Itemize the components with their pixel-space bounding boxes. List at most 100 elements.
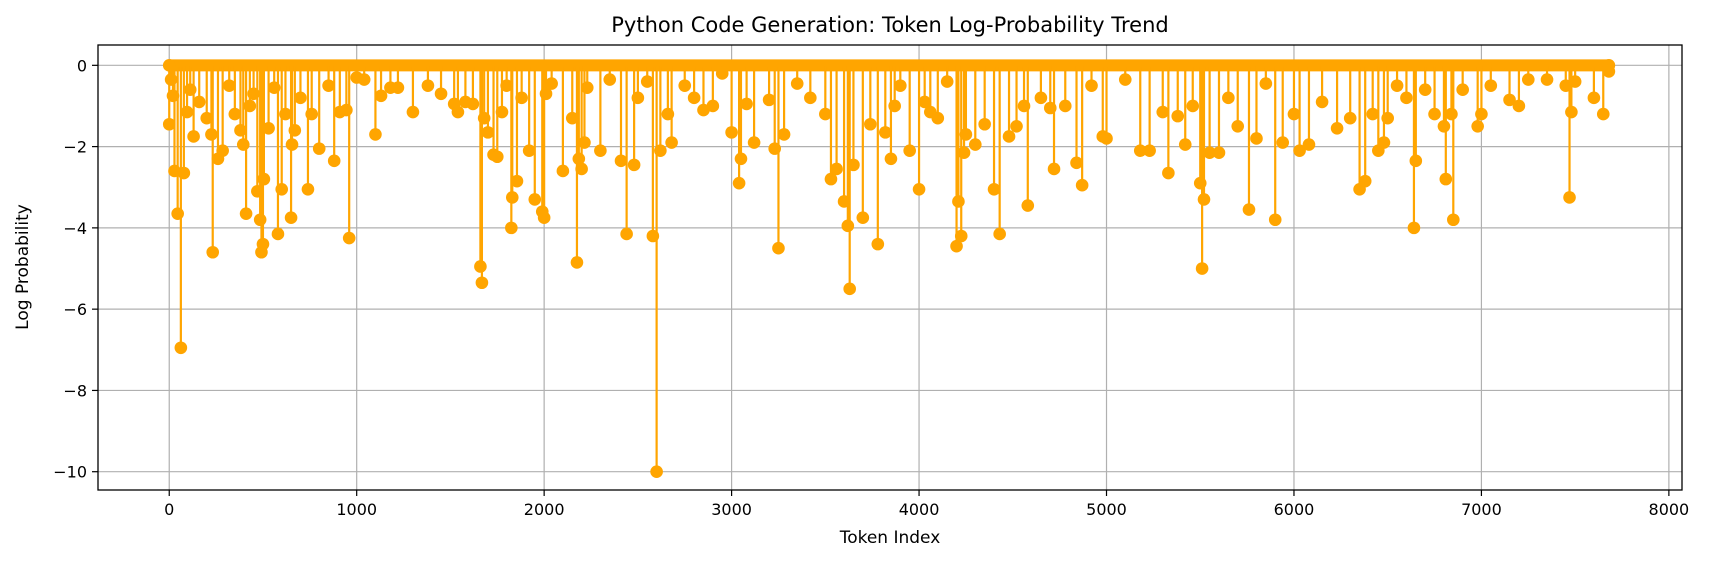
data-point	[578, 136, 591, 149]
x-tick-label: 1000	[336, 500, 377, 519]
data-point	[1418, 83, 1432, 97]
data-point	[575, 162, 588, 176]
data-point	[830, 162, 843, 176]
data-point	[477, 111, 491, 125]
data-point	[1343, 111, 1357, 125]
data-point	[1010, 119, 1023, 133]
data-point	[646, 229, 660, 243]
x-tick-label: 2000	[524, 500, 565, 519]
data-point	[294, 91, 307, 105]
data-point	[1447, 213, 1460, 227]
data-point	[1390, 79, 1404, 92]
plot-frame	[97, 44, 1683, 491]
data-point	[650, 465, 663, 479]
data-point	[1070, 156, 1083, 170]
data-point	[959, 128, 973, 141]
data-point	[171, 207, 184, 220]
x-tick-label: 8000	[1649, 500, 1690, 519]
data-point	[871, 237, 885, 251]
data-point	[271, 227, 285, 241]
data-point	[918, 95, 931, 109]
data-point	[968, 138, 982, 151]
data-point	[954, 229, 968, 243]
data-point	[661, 107, 675, 121]
data-point	[1563, 191, 1576, 204]
data-point	[594, 144, 607, 157]
data-point	[879, 126, 892, 139]
data-point	[222, 79, 236, 92]
data-point	[451, 105, 465, 119]
chart-title: Python Code Generation: Token Log-Probab…	[611, 13, 1168, 37]
data-point	[1596, 107, 1610, 121]
data-point	[1203, 146, 1216, 159]
data-point	[251, 185, 264, 198]
data-point	[1381, 111, 1394, 125]
data-point	[239, 207, 253, 220]
data-point	[843, 282, 856, 296]
data-point	[1212, 146, 1226, 159]
data-point	[342, 231, 356, 245]
data-point	[1302, 138, 1316, 151]
data-point	[1439, 172, 1453, 186]
data-point	[847, 158, 860, 172]
data-point	[715, 67, 729, 80]
data-point	[940, 75, 954, 88]
data-point	[1156, 105, 1170, 119]
x-axis-label: Token Index	[839, 528, 941, 548]
data-point	[1602, 59, 1616, 72]
data-point	[1287, 107, 1301, 121]
data-point	[1330, 122, 1344, 135]
data-point	[475, 276, 489, 290]
data-point	[1231, 119, 1245, 133]
tick-layer: 0 1000 2000 3000 4000 5000 6000 7000 8000 0 −2 −4 −6…	[53, 56, 1689, 519]
data-point	[1587, 91, 1601, 105]
data-point	[1017, 99, 1031, 113]
data-point	[1358, 174, 1372, 188]
data-point	[284, 211, 298, 225]
data-point	[640, 75, 654, 88]
data-point	[236, 138, 250, 151]
data-point	[665, 136, 678, 149]
data-point	[912, 182, 926, 196]
data-point	[545, 77, 558, 90]
data-point	[257, 172, 271, 186]
data-point	[856, 211, 870, 225]
data-point	[819, 107, 832, 121]
data-point	[421, 79, 435, 92]
data-point	[168, 164, 181, 178]
data-point	[406, 105, 420, 119]
data-point	[1400, 91, 1413, 105]
data-point	[1222, 91, 1235, 105]
data-point	[474, 260, 487, 273]
data-point	[187, 130, 200, 143]
data-point	[725, 126, 738, 139]
data-point	[1377, 136, 1391, 149]
data-point	[1445, 107, 1458, 121]
data-point	[837, 195, 851, 208]
data-point	[1293, 144, 1306, 157]
data-point	[706, 99, 720, 113]
data-point	[247, 87, 260, 101]
data-point	[987, 182, 1001, 196]
data-point	[580, 81, 594, 94]
data-point	[1315, 95, 1329, 109]
data-point	[1193, 176, 1207, 190]
data-point	[374, 89, 388, 103]
data-point	[1133, 144, 1147, 157]
data-point	[614, 154, 628, 168]
data-point	[495, 105, 509, 119]
data-point	[952, 195, 965, 208]
data-point	[216, 144, 229, 157]
data-point	[1268, 213, 1282, 227]
data-point	[301, 182, 315, 196]
data-point	[790, 77, 804, 90]
data-point	[539, 87, 553, 101]
data-point	[312, 142, 326, 155]
data-point	[572, 152, 586, 166]
data-point	[267, 81, 281, 94]
data-point	[253, 213, 267, 227]
data-point	[950, 239, 963, 253]
data-point	[340, 103, 353, 117]
data-point	[1568, 75, 1582, 88]
